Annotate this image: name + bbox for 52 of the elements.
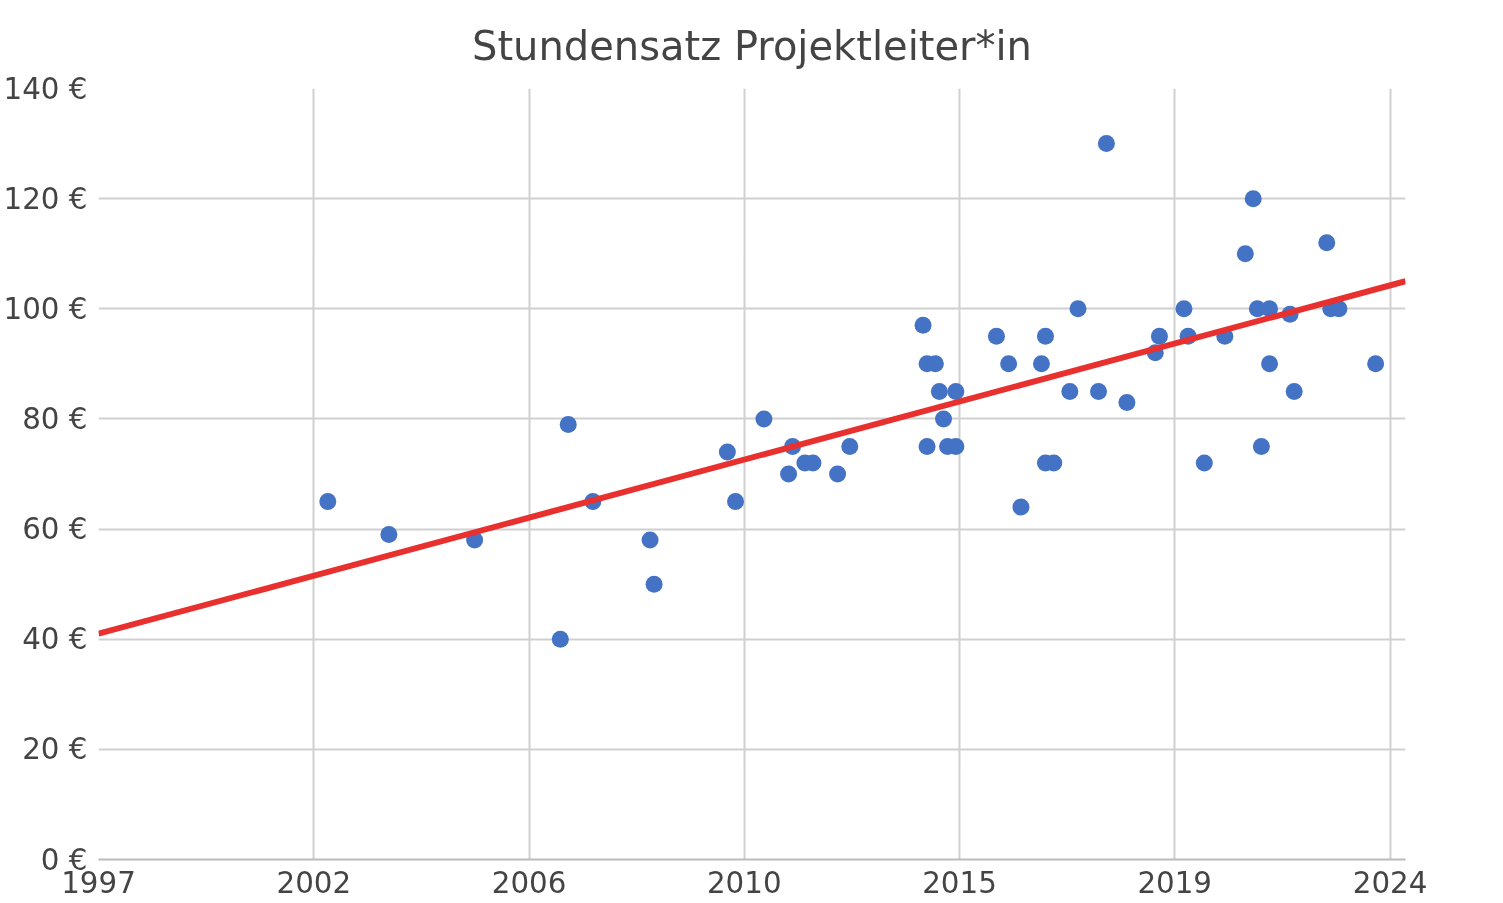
point: [559, 415, 577, 433]
point: [1175, 300, 1193, 318]
point: [918, 437, 936, 455]
point: [1261, 300, 1279, 318]
x-tick-label: 2019: [1137, 865, 1213, 900]
point: [841, 437, 859, 455]
x-tick-label: 2002: [276, 865, 352, 900]
point: [1236, 245, 1254, 263]
point: [1261, 355, 1279, 373]
point: [727, 493, 745, 511]
x-tick-label: 2010: [706, 865, 782, 900]
point: [1097, 135, 1115, 153]
point: [935, 410, 953, 428]
point: [718, 443, 736, 461]
point: [1118, 393, 1136, 411]
point: [1195, 454, 1213, 472]
point: [1252, 437, 1270, 455]
point: [1032, 355, 1050, 373]
point: [1069, 300, 1087, 318]
x-tick-label: 2006: [491, 865, 567, 900]
point: [987, 327, 1005, 345]
y-tick-label: 20 €: [22, 732, 88, 767]
point: [1061, 382, 1079, 400]
point: [1012, 498, 1030, 516]
point: [551, 630, 569, 648]
x-tick-label: 2024: [1352, 865, 1428, 900]
point: [641, 531, 659, 549]
point: [319, 493, 337, 511]
point: [947, 382, 965, 400]
point: [1036, 327, 1054, 345]
point: [1367, 355, 1385, 373]
y-tick-label: 140 €: [3, 71, 88, 106]
y-tick-label: 60 €: [22, 512, 88, 547]
point: [1318, 234, 1336, 252]
point: [829, 465, 847, 483]
point: [1244, 190, 1262, 208]
y-tick-label: 40 €: [22, 622, 88, 657]
point: [914, 316, 932, 334]
point: [1000, 355, 1018, 373]
chart-title: Stundensatz Projektleiter*in: [472, 22, 1032, 69]
point: [755, 410, 773, 428]
y-tick-label: 80 €: [22, 401, 88, 436]
y-tick-label: 120 €: [3, 181, 88, 216]
x-tick-label: 2015: [922, 865, 997, 900]
y-tick-label: 100 €: [3, 291, 88, 326]
point: [780, 465, 798, 483]
point: [1090, 382, 1108, 400]
point: [1285, 382, 1303, 400]
point: [380, 526, 398, 544]
point: [645, 575, 663, 593]
point: [1150, 327, 1168, 345]
point: [930, 382, 948, 400]
